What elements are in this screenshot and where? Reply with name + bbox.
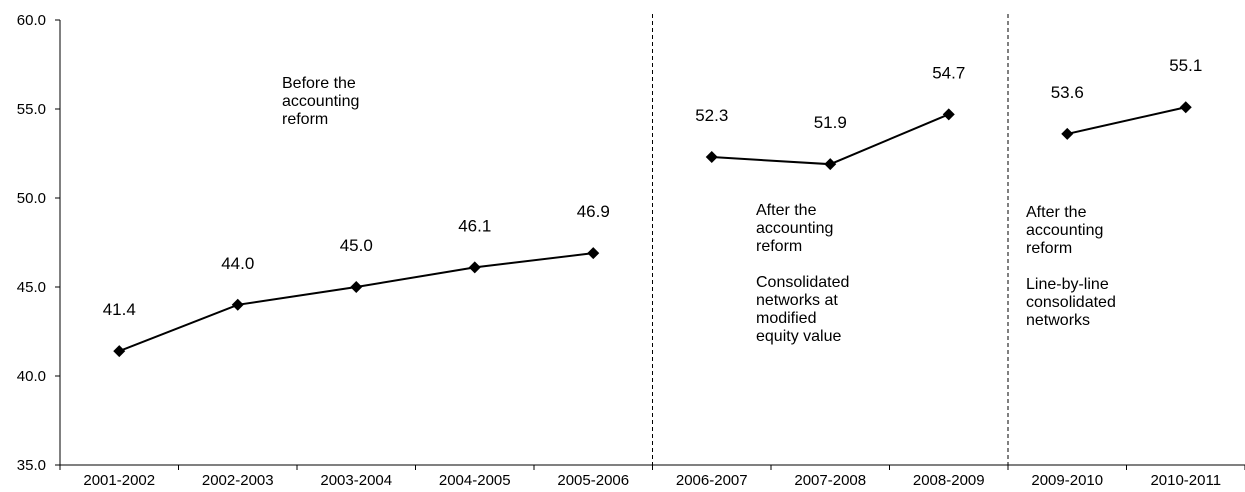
y-tick-label: 55.0 xyxy=(17,101,46,118)
annotation-line: accounting xyxy=(756,220,833,237)
series xyxy=(113,101,1192,358)
data-label: 52.3 xyxy=(695,106,728,125)
x-tick-label: 2001-2002 xyxy=(83,472,155,489)
y-tick-label: 35.0 xyxy=(17,457,46,474)
annotation-line: After the xyxy=(1026,204,1087,221)
annotation-line xyxy=(756,256,760,273)
data-point-marker xyxy=(350,281,363,293)
annotation-line: networks xyxy=(1026,312,1090,329)
x-tick-label: 2004-2005 xyxy=(439,472,511,489)
data-label: 44.0 xyxy=(221,254,254,273)
data-label: 46.1 xyxy=(458,216,491,235)
data-label: 46.9 xyxy=(577,202,610,221)
annotation-line: networks at xyxy=(756,292,838,309)
x-tick-label: 2010-2011 xyxy=(1150,472,1221,489)
annotation-line: reform xyxy=(282,111,328,128)
annotation-line: reform xyxy=(756,238,802,255)
x-tick-label: 2007-2008 xyxy=(794,472,866,489)
annotation-line xyxy=(1026,258,1030,275)
data-labels: 41.4 44.0 45.0 46.1 46.9 52.3 51.9 54.7 53.6 55.1 xyxy=(103,56,1203,319)
data-point-marker xyxy=(468,261,481,274)
annotation-line: accounting xyxy=(1026,222,1103,239)
y-tick-label: 60.0 xyxy=(17,12,46,29)
y-tick-label: 40.0 xyxy=(17,368,46,385)
annotation-text: Before the accounting reform xyxy=(282,75,359,128)
x-tick-label: 2005-2006 xyxy=(557,472,629,489)
data-point-marker xyxy=(113,345,126,358)
data-label: 41.4 xyxy=(103,300,136,319)
series-line-segment-3 xyxy=(1067,106,1186,135)
data-point-marker xyxy=(705,151,718,164)
annotation-line: accounting xyxy=(282,93,359,110)
x-tick-label: 2003-2004 xyxy=(320,472,392,489)
data-label: 54.7 xyxy=(932,63,965,82)
data-label: 53.6 xyxy=(1051,83,1084,102)
period-dividers xyxy=(652,14,1009,465)
annotation-text: After the accounting reform Consolidated ne… xyxy=(756,202,849,345)
annotation-text: After the accounting reform Line-by-line co… xyxy=(1026,204,1116,329)
x-tick-label: 2002-2003 xyxy=(202,472,274,489)
data-point-marker xyxy=(1061,127,1074,140)
data-label: 55.1 xyxy=(1169,56,1202,75)
annotation-line: equity value xyxy=(756,328,841,345)
data-point-marker xyxy=(587,247,600,260)
annotation-line: After the xyxy=(756,202,817,219)
series-line-segment-1 xyxy=(118,252,594,353)
data-point-marker xyxy=(824,158,837,171)
annotation-line: Before the xyxy=(282,75,356,92)
data-label: 45.0 xyxy=(340,236,373,255)
x-tick-label: 2008-2009 xyxy=(913,472,985,489)
x-tick-label: 2006-2007 xyxy=(676,472,748,489)
data-label: 51.9 xyxy=(814,113,847,132)
y-tick-label: 50.0 xyxy=(17,190,46,207)
data-point-marker xyxy=(1179,101,1192,114)
y-tick-label: 45.0 xyxy=(17,279,46,296)
x-tick-label: 2009-2010 xyxy=(1031,472,1103,489)
annotation-line: Line-by-line xyxy=(1026,276,1109,293)
annotation-line: reform xyxy=(1026,240,1072,257)
annotation-line: consolidated xyxy=(1026,294,1116,311)
data-point-marker xyxy=(231,298,244,311)
annotation-line: modified xyxy=(756,310,816,327)
data-point-marker xyxy=(942,108,955,121)
annotation-line: Consolidated xyxy=(756,274,849,291)
